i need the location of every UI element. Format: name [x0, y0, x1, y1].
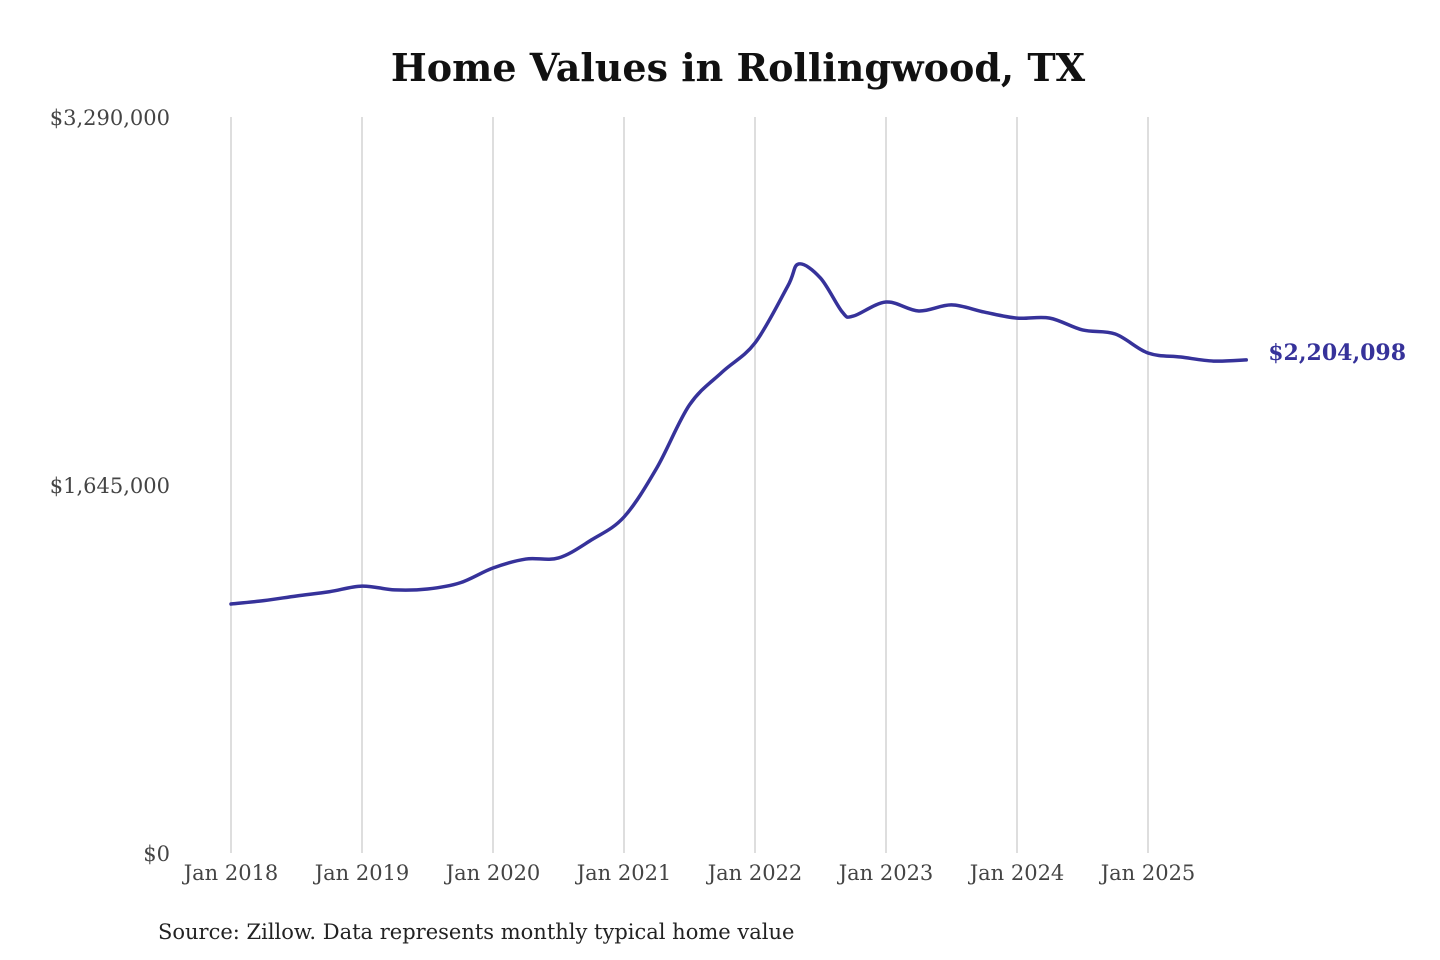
x-tick-label: Jan 2021: [575, 861, 672, 885]
x-tick-label: Jan 2020: [444, 861, 541, 885]
x-tick-label: Jan 2025: [1099, 861, 1196, 885]
x-tick-label: Jan 2019: [313, 861, 410, 885]
y-tick-label: $1,645,000: [50, 474, 170, 498]
gridlines: [230, 117, 1149, 853]
x-tick-label: Jan 2022: [706, 861, 803, 885]
x-tick-label: Jan 2023: [837, 861, 934, 885]
y-axis: $0 $1,645,000 $3,290,000: [50, 106, 170, 866]
y-tick-label: $3,290,000: [50, 106, 170, 130]
x-tick-label: Jan 2024: [968, 861, 1065, 885]
chart-title: Home Values in Rollingwood, TX: [391, 45, 1086, 90]
end-value-label: $2,204,098: [1268, 340, 1406, 366]
source-note: Source: Zillow. Data represents monthly …: [158, 920, 794, 944]
series-line: [229, 262, 1248, 606]
x-axis: Jan 2018 Jan 2019 Jan 2020 Jan 2021 Jan 2022…: [182, 861, 1196, 885]
x-tick-label: Jan 2018: [182, 861, 279, 885]
y-tick-label: $0: [143, 842, 170, 866]
